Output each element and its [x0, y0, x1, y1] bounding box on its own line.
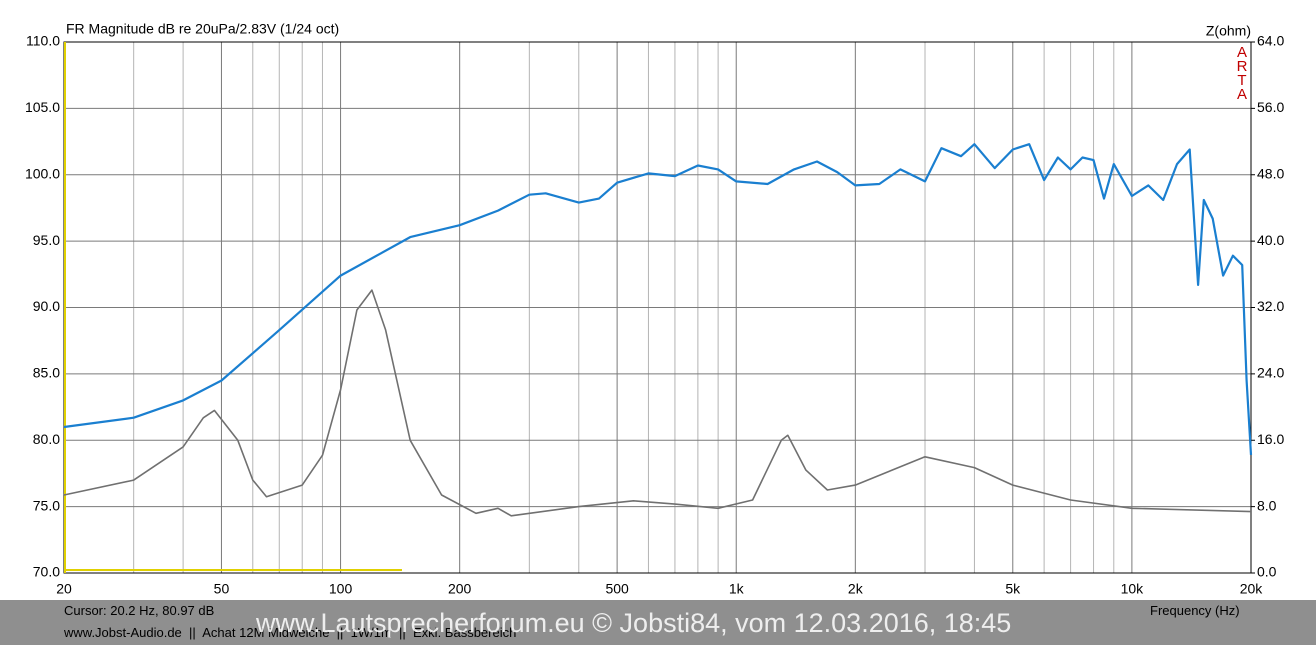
- x-tick-label: 10k: [1121, 581, 1145, 597]
- x-tick-label: 500: [605, 581, 629, 597]
- x-tick-label: 100: [329, 581, 353, 597]
- x-tick-label: 2k: [848, 581, 864, 597]
- y-tick-label: 80.0: [33, 431, 60, 447]
- y-tick-label: 75.0: [33, 497, 60, 513]
- x-tick-label: 200: [448, 581, 472, 597]
- chart: FR Magnitude dB re 20uPa/2.83V (1/24 oct…: [25, 21, 1285, 597]
- x-tick-label: 20: [56, 581, 72, 597]
- chart-title: FR Magnitude dB re 20uPa/2.83V (1/24 oct…: [66, 21, 339, 37]
- y2-tick-label: 16.0: [1257, 431, 1284, 447]
- y2-tick-label: 56.0: [1257, 99, 1284, 115]
- y-tick-label: 95.0: [33, 232, 60, 248]
- y2-tick-label: 0.0: [1257, 564, 1277, 580]
- x-tick-label: 20k: [1240, 581, 1264, 597]
- series-line: [63, 143, 1253, 455]
- arta-badge: ARTA: [1236, 44, 1248, 103]
- y2-tick-label: 48.0: [1257, 165, 1284, 181]
- cursor-readout: Cursor: 20.2 Hz, 80.97 dB: [64, 603, 215, 618]
- watermark: www.Lautsprecherforum.eu © Jobsti84, vom…: [256, 608, 1012, 638]
- series-line: [63, 289, 1252, 517]
- x-tick-label: 50: [214, 581, 230, 597]
- x-axis-label: Frequency (Hz): [1150, 603, 1240, 618]
- y-tick-label: 100.0: [25, 165, 60, 181]
- y2-axis-label: Z(ohm): [1206, 23, 1251, 39]
- y2-tick-label: 40.0: [1257, 232, 1284, 248]
- y-tick-label: 110.0: [26, 33, 60, 49]
- y-tick-label: 105.0: [25, 99, 60, 115]
- footer: Cursor: 20.2 Hz, 80.97 dB www.Jobst-Audi…: [0, 600, 1316, 645]
- y-tick-label: 90.0: [33, 298, 60, 314]
- y2-tick-label: 24.0: [1257, 365, 1284, 381]
- y-tick-label: 70.0: [33, 564, 60, 580]
- x-tick-label: 5k: [1005, 581, 1021, 597]
- footer-info: www.Jobst-Audio.de || Achat 12M Midweich…: [64, 625, 517, 640]
- y2-tick-label: 64.0: [1257, 33, 1284, 49]
- y2-tick-label: 32.0: [1257, 298, 1284, 314]
- y2-tick-label: 8.0: [1257, 497, 1277, 513]
- x-tick-label: 1k: [729, 581, 745, 597]
- y-tick-label: 85.0: [33, 365, 60, 381]
